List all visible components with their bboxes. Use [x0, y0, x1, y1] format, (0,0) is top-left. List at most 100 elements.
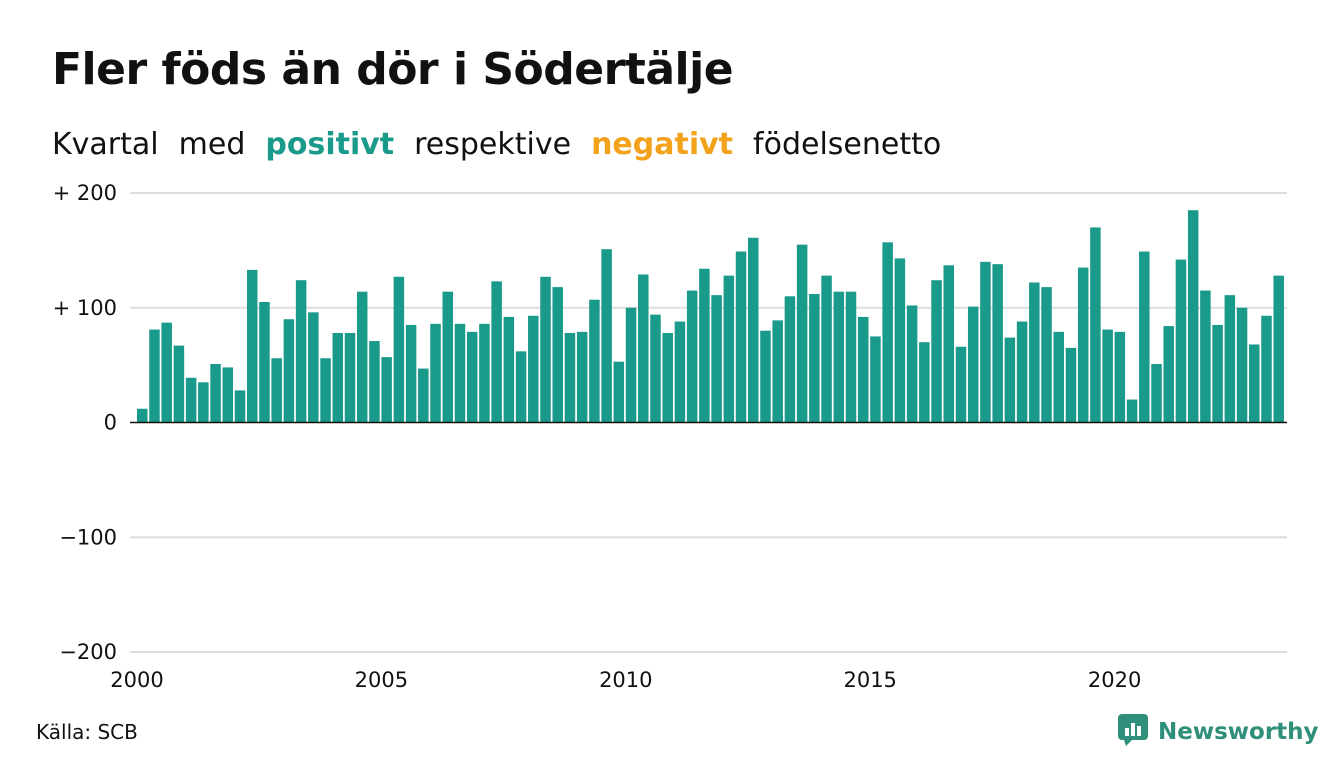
bar: [1041, 287, 1052, 423]
bar: [1139, 251, 1150, 423]
bar: [149, 329, 160, 423]
y-tick-label: −100: [59, 525, 117, 549]
bar: [271, 358, 282, 423]
bar: [246, 269, 258, 423]
source-note: Källa: SCB: [36, 720, 138, 744]
bar: [723, 275, 735, 423]
bar: [161, 322, 172, 423]
bar: [320, 358, 331, 423]
bar: [1102, 329, 1113, 423]
y-tick-label: 0: [104, 411, 117, 435]
bar: [528, 315, 539, 423]
bar: [466, 331, 478, 423]
bar: [589, 299, 600, 423]
bar: [906, 305, 918, 423]
bar: [735, 251, 747, 423]
bar: [442, 291, 453, 423]
bar: [1212, 324, 1223, 423]
bar: [1004, 337, 1016, 423]
bar: [955, 346, 967, 423]
bar: [210, 363, 221, 423]
bar: [1200, 290, 1211, 423]
bar: [1175, 259, 1187, 423]
brand-logo[interactable]: Newsworthy: [1118, 714, 1319, 750]
brand-name: Newsworthy: [1158, 719, 1319, 745]
bar: [1126, 399, 1138, 423]
bar: [784, 296, 796, 423]
bar: [356, 291, 368, 423]
bar: [283, 319, 295, 423]
bar: [967, 306, 979, 423]
subtitle-word-med: med: [178, 127, 246, 162]
bar: [919, 342, 930, 423]
bar: [992, 264, 1003, 423]
y-tick-label: −200: [59, 640, 117, 664]
subtitle-word-fodelsenetto: födelsenetto: [753, 127, 942, 162]
bar: [882, 242, 893, 423]
bar: [515, 351, 527, 423]
bar: [931, 280, 942, 423]
bar: [418, 368, 429, 423]
bar: [1065, 347, 1077, 423]
bar: [809, 293, 820, 423]
bar: [381, 357, 392, 423]
bar: [796, 244, 808, 423]
subtitle-positive-label: positivt: [265, 127, 395, 162]
bar: [1090, 227, 1101, 423]
bar: [344, 332, 356, 423]
bar: [234, 390, 246, 423]
bar: [308, 312, 319, 423]
bar: [601, 249, 612, 423]
bar: [552, 287, 563, 423]
bar-series: [137, 210, 1284, 423]
bar: [857, 316, 869, 423]
bar: [1151, 363, 1162, 423]
bar: [760, 330, 771, 423]
bar: [393, 276, 405, 423]
bar: [491, 281, 502, 423]
bar: [662, 332, 673, 423]
bar: [980, 261, 991, 423]
bar: [870, 336, 881, 423]
bar-chart: + 200 + 100 0 −100 −200 2000 2005 2010 2015 2020: [53, 181, 1287, 692]
y-axis-tick-labels: + 200 + 100 0 −100 −200: [53, 181, 117, 664]
bar: [845, 291, 857, 423]
x-tick-label: 2000: [110, 668, 163, 692]
bar: [1236, 307, 1248, 423]
bar: [1249, 344, 1260, 423]
bar: [1163, 326, 1174, 423]
bar: [772, 320, 783, 423]
x-tick-label: 2005: [355, 668, 408, 692]
subtitle-word-kvartal: Kvartal: [52, 127, 159, 162]
bar: [1077, 267, 1089, 423]
bar: [479, 323, 490, 423]
bar: [1029, 282, 1040, 423]
bar: [1187, 210, 1199, 423]
newsworthy-logo-icon: [1118, 714, 1148, 750]
bar: [222, 367, 234, 423]
bar: [943, 265, 955, 423]
bar: [1053, 331, 1064, 423]
subtitle-negative-label: negativt: [591, 127, 734, 162]
subtitle-word-respektive: respektive: [414, 127, 572, 162]
bar: [686, 290, 698, 423]
bar: [295, 280, 307, 423]
bar: [1114, 331, 1126, 423]
bar: [185, 377, 197, 423]
bar: [1224, 295, 1236, 423]
x-axis-tick-labels: 2000 2005 2010 2015 2020: [110, 668, 1141, 692]
bar: [1016, 321, 1028, 423]
y-tick-label: + 100: [53, 296, 117, 320]
bar: [430, 323, 441, 423]
bar: [1273, 275, 1284, 423]
bar: [1261, 315, 1272, 423]
bar: [638, 274, 649, 423]
bar: [369, 341, 380, 423]
bar: [332, 332, 344, 423]
bar: [564, 332, 576, 423]
bar: [576, 331, 588, 423]
bar: [748, 237, 759, 423]
x-tick-label: 2020: [1088, 668, 1141, 692]
bar: [198, 382, 209, 423]
y-tick-label: + 200: [53, 181, 117, 205]
